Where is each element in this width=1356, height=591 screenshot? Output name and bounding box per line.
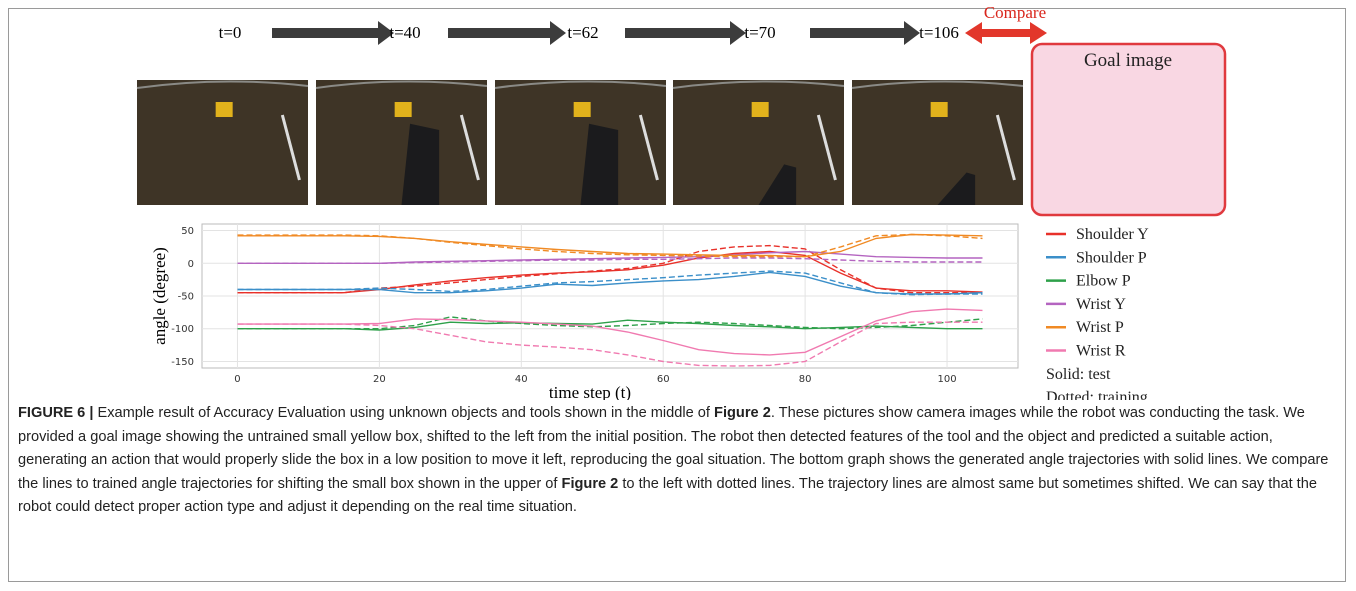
photo	[673, 80, 844, 205]
compare-label: Compare	[984, 3, 1046, 22]
photo	[316, 80, 487, 205]
legend-label: Elbow P	[1076, 273, 1131, 290]
x-tick-label: 0	[234, 374, 240, 385]
legend-label: Wrist R	[1076, 343, 1126, 360]
photo	[495, 80, 666, 205]
legend-label: Shoulder Y	[1076, 226, 1149, 243]
photo	[852, 80, 1023, 205]
chart: 50 0 -50 -100 -150 0 20 40 60 80 100 Shoulder Y Shou…	[171, 224, 1149, 400]
photo-box	[216, 102, 233, 117]
caption-ref: Figure 2	[714, 405, 771, 421]
legend-note: Dotted: training	[1046, 389, 1148, 400]
y-tick-label: -100	[171, 324, 194, 335]
x-axis-label: time step (t)	[549, 383, 631, 400]
photo	[137, 80, 308, 205]
step-label: t=70	[744, 23, 775, 42]
x-tick-label: 100	[937, 374, 956, 385]
caption: FIGURE 6 | Example result of Accuracy Ev…	[18, 402, 1343, 520]
figure: Goal image Compare t=0 t=40 t=62 t=70 t=…	[0, 0, 1356, 400]
goal-label: Goal image	[1084, 50, 1172, 71]
photo-box	[931, 102, 948, 117]
step-label: t=0	[219, 23, 242, 42]
legend-label: Wrist P	[1076, 319, 1124, 336]
caption-ref: Figure 2	[562, 476, 619, 492]
step-label: t=62	[567, 23, 598, 42]
y-axis-label: angle (degree)	[150, 247, 169, 345]
y-tick-label: -150	[171, 357, 194, 368]
photo-box	[752, 102, 769, 117]
y-tick-label: 50	[181, 226, 194, 237]
legend-note: Solid: test	[1046, 366, 1111, 383]
step-label: t=106	[919, 23, 959, 42]
x-tick-label: 60	[657, 374, 670, 385]
y-tick-label: -50	[178, 292, 194, 303]
legend-label: Shoulder P	[1076, 249, 1147, 266]
compare-arrow	[965, 22, 1047, 44]
photo-box	[395, 102, 412, 117]
x-tick-label: 40	[515, 374, 528, 385]
x-tick-label: 20	[373, 374, 386, 385]
photo-box	[574, 102, 591, 117]
y-tick-label: 0	[188, 259, 194, 270]
legend-label: Wrist Y	[1076, 296, 1126, 313]
step-label: t=40	[389, 23, 420, 42]
caption-label: FIGURE 6 |	[18, 405, 93, 421]
caption-text: Example result of Accuracy Evaluation us…	[93, 405, 714, 421]
x-tick-label: 80	[799, 374, 812, 385]
